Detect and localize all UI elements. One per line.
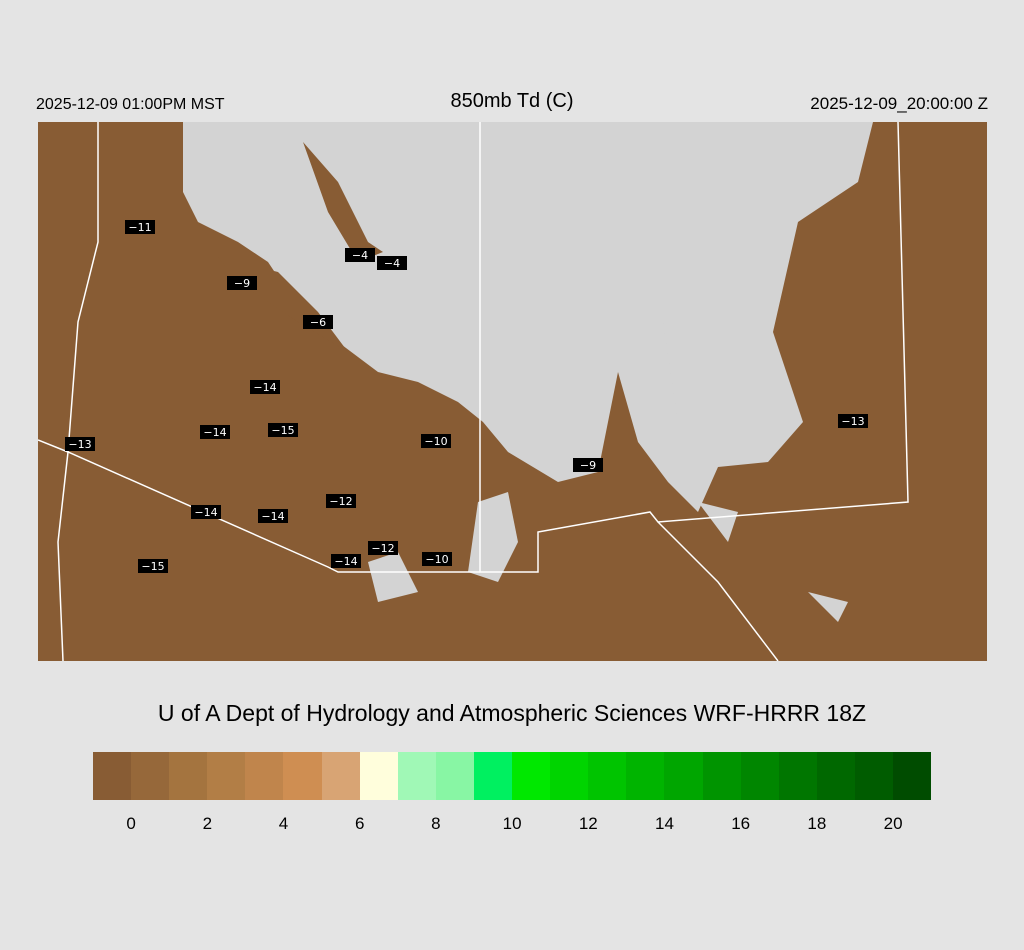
colorbar-cell (473, 752, 513, 800)
colorbar (93, 752, 932, 800)
dewpoint-label: −9 (580, 459, 596, 472)
dewpoint-label: −10 (424, 435, 447, 448)
dewpoint-label: −15 (271, 424, 294, 437)
label-box (573, 458, 603, 472)
colorbar-tick: 20 (883, 814, 903, 833)
colorbar-cell (702, 752, 741, 800)
colorbar-cell (512, 752, 551, 800)
colorbar-cell (816, 752, 855, 800)
colorbar-cell (359, 752, 398, 800)
label-box (227, 276, 257, 290)
colorbar-cell (740, 752, 779, 800)
dewpoint-label: −12 (329, 495, 352, 508)
colorbar-cell (854, 752, 893, 800)
state-borders (38, 122, 909, 661)
colorbar-cell (626, 752, 665, 800)
colorbar-cell (588, 752, 627, 800)
label-box (125, 220, 155, 234)
colorbar-tick: 12 (578, 814, 598, 833)
dewpoint-label: −14 (261, 510, 284, 523)
dewpoint-label: −14 (203, 426, 226, 439)
colorbar-cell (321, 752, 360, 800)
colorbar-tick: 18 (807, 814, 827, 833)
colorbar-cell (892, 752, 932, 800)
colorbar-tick: 4 (278, 814, 289, 833)
colorbar-cell (778, 752, 817, 800)
label-box (377, 256, 407, 270)
label-box (268, 423, 298, 437)
dewpoint-label: −13 (68, 438, 91, 451)
colorbar-cell (435, 752, 474, 800)
label-box (191, 505, 221, 519)
dewpoint-label: −6 (310, 316, 326, 329)
dewpoint-label: −10 (425, 553, 448, 566)
dewpoint-label: −4 (352, 249, 368, 262)
label-box (838, 414, 868, 428)
label-box (421, 434, 451, 448)
label-box (326, 494, 356, 508)
colorbar-cell (664, 752, 703, 800)
dewpoint-label: −11 (128, 221, 151, 234)
dewpoint-label: −15 (141, 560, 164, 573)
colorbar-tick: 0 (126, 814, 136, 833)
dewpoint-label: −12 (371, 542, 394, 555)
label-box (422, 552, 452, 566)
dewpoint-label: −9 (234, 277, 250, 290)
colorbar-tick: 6 (354, 814, 365, 833)
label-box (345, 248, 375, 262)
colorbar-tick: 16 (731, 814, 751, 833)
dewpoint-label: −14 (253, 381, 276, 394)
credit-line: U of A Dept of Hydrology and Atmospheric… (157, 700, 867, 726)
label-box (200, 425, 230, 439)
label-box (258, 509, 288, 523)
colorbar-cell (397, 752, 436, 800)
dewpoint-map: −11 −4 −4 −9 −6 −14 −14 −15 −13 −10 −9 −13 −12 −14 −14… (38, 122, 987, 661)
label-box (331, 554, 361, 568)
colorbar-tick: 8 (431, 814, 441, 833)
label-box (138, 559, 168, 573)
colorbar-cell (550, 752, 589, 800)
dewpoint-label: −14 (194, 506, 217, 519)
colorbar-tick: 2 (202, 814, 213, 833)
dewpoint-label: −13 (841, 415, 864, 428)
label-box (303, 315, 333, 329)
colorbar-cell (245, 752, 284, 800)
dewpoint-label: −14 (334, 555, 357, 568)
dewpoint-label: −4 (384, 257, 400, 270)
utc-time: 2025-12-09_20:00:00 Z (810, 94, 988, 113)
colorbar-cell (93, 752, 132, 800)
colorbar-cell (169, 752, 208, 800)
colorbar-cell (131, 752, 170, 800)
label-box (65, 437, 95, 451)
label-box (250, 380, 280, 394)
colorbar-tick: 14 (655, 814, 674, 833)
label-box (368, 541, 398, 555)
colorbar-cell (283, 752, 322, 800)
colorbar-cell (207, 752, 246, 800)
local-time: 2025-12-09 01:00PM MST (36, 96, 225, 113)
map-title: 850mb Td (C) (450, 90, 574, 112)
colorbar-tick: 10 (502, 814, 522, 833)
